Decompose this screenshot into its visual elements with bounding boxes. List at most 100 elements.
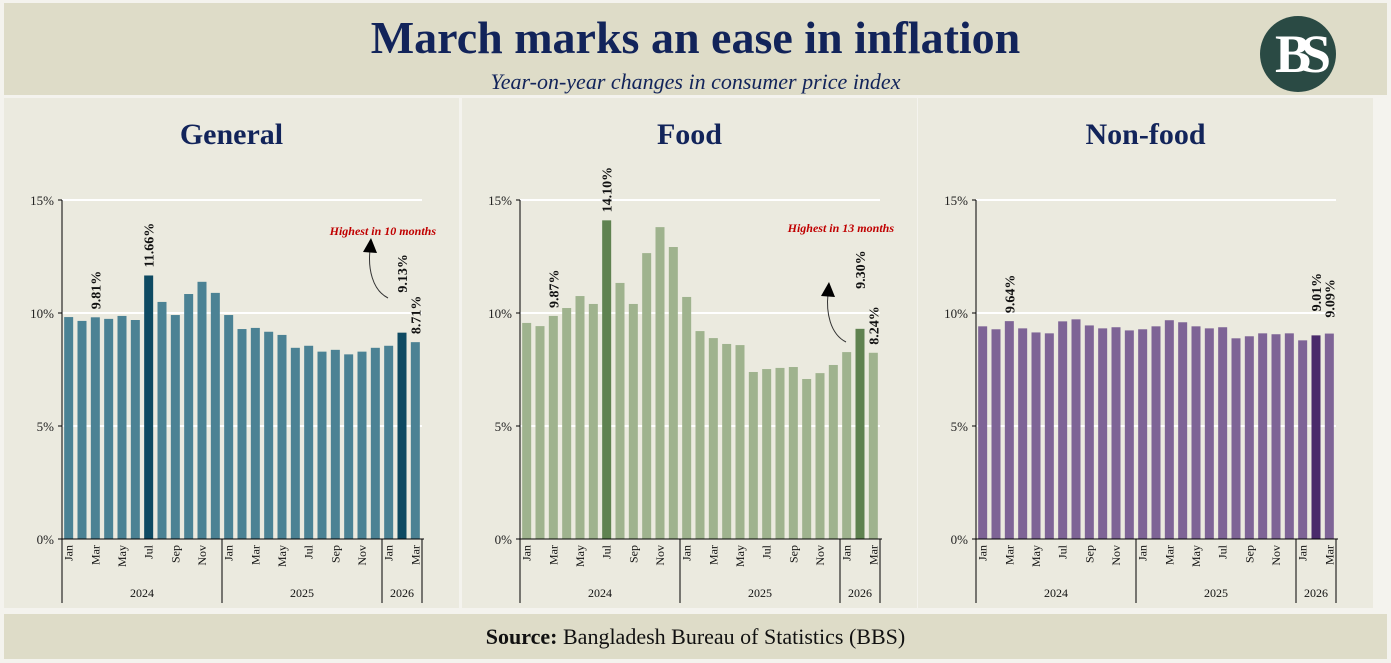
month-label: Mar: [866, 545, 880, 565]
page-title: March marks an ease in inflation: [370, 12, 1021, 63]
y-tick-label: 0%: [951, 532, 969, 547]
month-label: Jan: [680, 545, 694, 561]
annotation-arrow: [827, 293, 847, 343]
data-label: 9.30%: [854, 250, 869, 289]
year-label: 2025: [290, 586, 314, 600]
y-tick-label: 5%: [37, 419, 55, 434]
chart-panel-non-food: Non-food 0% 5% 10% 15% Jan Mar May Jul Sep Nov Jan…: [918, 98, 1373, 608]
bar: [237, 329, 247, 539]
chart-general: 0% 5% 10% 15% Jan Mar May Jul Sep Nov Jan Mar May Jul…: [30, 193, 437, 603]
data-label: 14.10%: [601, 167, 616, 213]
month-label: Mar: [1002, 545, 1016, 565]
bar: [978, 326, 988, 539]
annotation-text: Highest in 10 months: [329, 224, 437, 238]
bar: [197, 281, 207, 539]
bar: [317, 351, 327, 539]
month-label: May: [115, 545, 129, 567]
data-label: 8.24%: [867, 306, 882, 345]
bar: [117, 315, 127, 539]
month-label: Mar: [408, 545, 422, 565]
bar: [1004, 321, 1014, 539]
month-label: Jan: [520, 545, 534, 561]
year-label: 2025: [1204, 586, 1228, 600]
chart-title: Non-food: [1085, 118, 1206, 151]
bar: [1151, 326, 1161, 539]
bar: [1191, 326, 1201, 539]
bar: [170, 315, 180, 539]
page-subtitle: Year-on-year changes in consumer price i…: [490, 69, 901, 94]
arrow-head-icon: [821, 282, 835, 297]
month-label: Sep: [1082, 545, 1096, 563]
month-label: Mar: [546, 545, 560, 565]
year-label: 2026: [848, 586, 872, 600]
bar: [1258, 333, 1268, 539]
year-label: 2024: [130, 586, 154, 600]
source-label: Source:: [485, 624, 558, 649]
month-label: May: [275, 545, 289, 567]
bar: [1124, 330, 1134, 539]
y-tick-label: 5%: [951, 419, 969, 434]
bar: [224, 315, 234, 539]
annotation-text: Highest in 13 months: [787, 221, 895, 235]
bar: [384, 345, 394, 539]
month-label: Mar: [1322, 545, 1336, 565]
month-label: Jul: [600, 544, 614, 559]
bar: [1164, 320, 1174, 539]
month-label: Nov: [1269, 545, 1283, 566]
month-label: Sep: [328, 545, 342, 563]
month-label: Jul: [142, 544, 156, 559]
bar: [410, 342, 420, 539]
month-label: Nov: [355, 545, 369, 566]
month-label: Jan: [62, 545, 76, 561]
bar: [184, 294, 194, 539]
y-tick-label: 0%: [37, 532, 55, 547]
month-label: Nov: [653, 545, 667, 566]
brand-logo: BS: [1260, 16, 1336, 92]
data-label: 11.66%: [143, 223, 158, 268]
bar: [1298, 340, 1308, 539]
bar: [144, 275, 154, 539]
bar: [1084, 325, 1094, 539]
chart-title: General: [179, 118, 284, 151]
month-label: Jan: [976, 545, 990, 561]
bar: [1271, 334, 1281, 539]
bar: [344, 354, 354, 539]
month-label: Jan: [1296, 545, 1310, 561]
bar: [330, 349, 340, 539]
y-tick-label: 5%: [495, 419, 513, 434]
bar: [1178, 322, 1188, 539]
bar: [277, 334, 287, 539]
bar: [304, 345, 314, 539]
bar: [1204, 328, 1214, 539]
bar: [1071, 319, 1081, 539]
year-label: 2024: [588, 586, 612, 600]
month-label: Jul: [760, 544, 774, 559]
bar: [1138, 329, 1148, 539]
bar: [562, 308, 572, 539]
bar: [695, 331, 705, 539]
bar: [682, 296, 692, 539]
y-tick-label: 10%: [30, 306, 54, 321]
month-label: Mar: [1162, 545, 1176, 565]
month-label: Nov: [1109, 545, 1123, 566]
bar: [615, 282, 625, 539]
year-label: 2024: [1044, 586, 1068, 600]
chart-non-food: 0% 5% 10% 15% Jan Mar May Jul Sep Nov Jan Mar May Jul…: [944, 193, 1338, 603]
year-label: 2026: [390, 586, 414, 600]
bar: [815, 373, 825, 539]
bar: [602, 220, 612, 539]
data-label: 9.87%: [547, 269, 562, 308]
data-label: 9.13%: [396, 254, 411, 292]
data-label: 8.71%: [409, 296, 424, 335]
bar: [842, 352, 852, 539]
bar: [1324, 333, 1334, 539]
bar: [788, 367, 798, 539]
month-label: Jul: [302, 544, 316, 559]
month-label: Sep: [626, 545, 640, 563]
data-label: 9.81%: [89, 271, 104, 310]
bar: [762, 369, 772, 539]
month-label: Mar: [88, 545, 102, 565]
bar: [370, 347, 380, 539]
data-label: 9.01%: [1310, 273, 1325, 312]
bar: [210, 292, 220, 539]
